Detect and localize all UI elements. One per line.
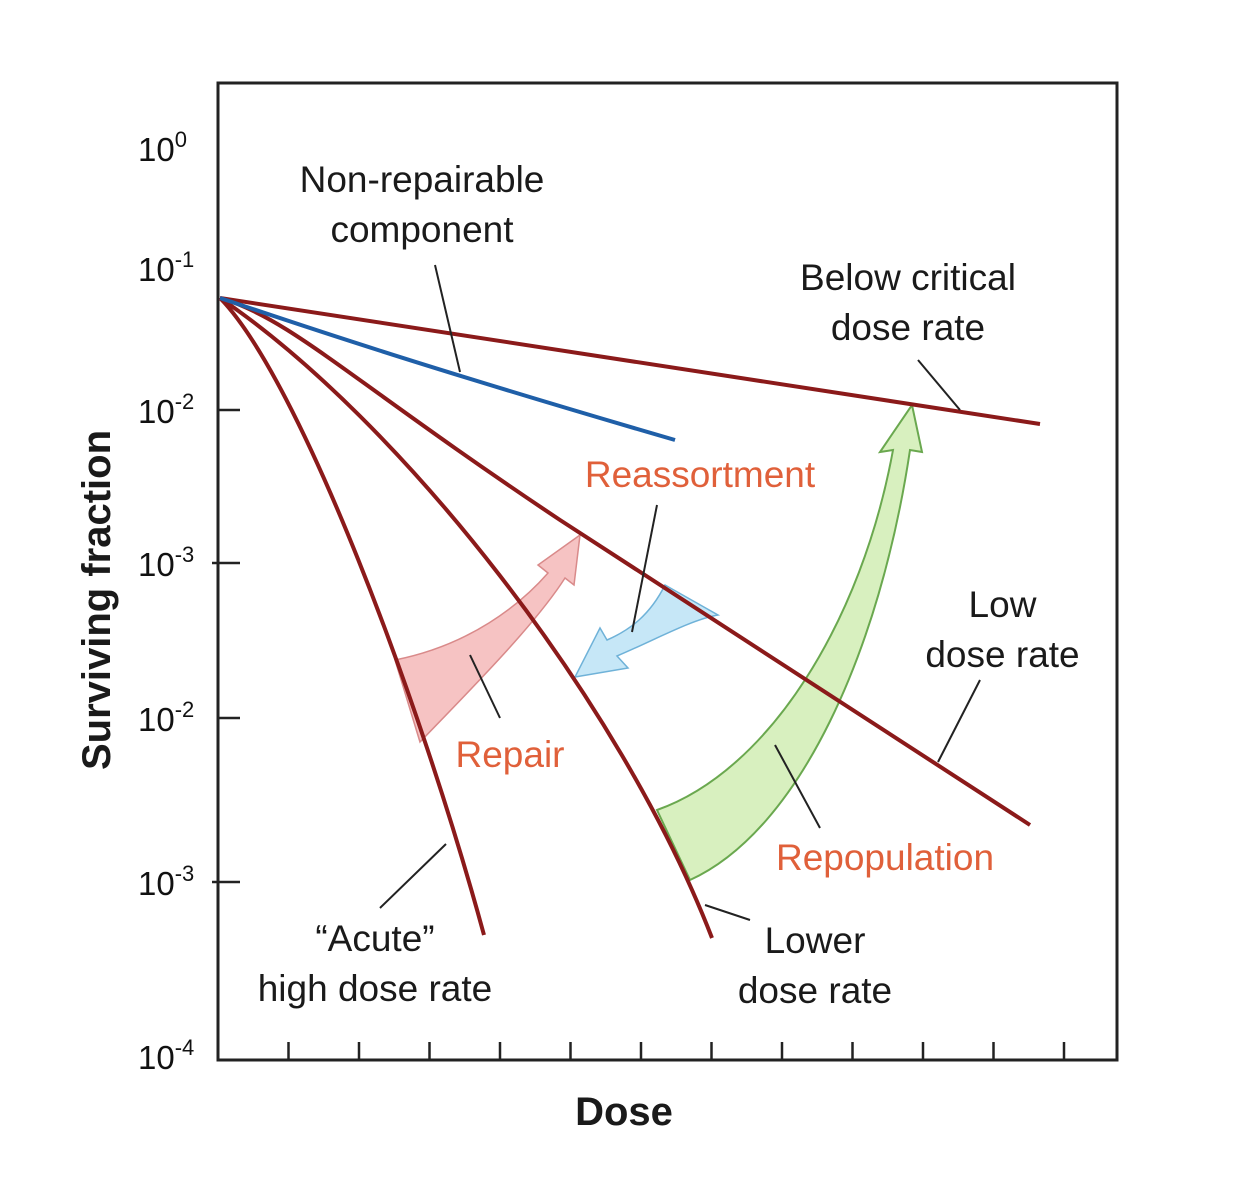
- label-reassortment: Reassortment: [584, 454, 816, 495]
- leader-line: [917, 359, 961, 411]
- y-tick-label: 10-4: [138, 1035, 195, 1077]
- label-line: Low: [968, 584, 1037, 625]
- label-low-dose-rate: Low dose rate: [885, 580, 1120, 680]
- leader-line: [937, 679, 981, 763]
- leader-line: [704, 904, 751, 921]
- x-axis-label: Dose: [575, 1090, 673, 1134]
- label-non-repairable: Non-repairable component: [262, 155, 582, 255]
- label-line: Below critical: [800, 257, 1016, 298]
- leader-line: [379, 843, 447, 909]
- leader-line: [434, 264, 461, 373]
- y-tick-label: 10-3: [138, 542, 195, 584]
- label-lower-dose-rate: Lower dose rate: [690, 916, 940, 1016]
- y-tick-label: 100: [138, 127, 187, 169]
- label-line: Lower: [764, 920, 866, 961]
- reassortment-arrow: [573, 583, 721, 678]
- x-ticks: [287, 1042, 1066, 1060]
- label-line: dose rate: [925, 634, 1080, 675]
- repopulation-arrow: [655, 402, 924, 882]
- label-line: component: [330, 209, 514, 250]
- curve-below-critical-dose-rate: [219, 296, 1041, 426]
- y-tick-label: 10-2: [138, 697, 195, 739]
- label-line: “Acute”: [315, 918, 435, 959]
- leader-line: [469, 654, 501, 719]
- label-acute: “Acute” high dose rate: [200, 914, 550, 1014]
- label-line: Non-repairable: [299, 159, 545, 200]
- y-tick-label: 10-1: [138, 247, 195, 289]
- label-repopulation: Repopulation: [775, 837, 995, 878]
- y-tick-label: 10-3: [138, 861, 195, 903]
- plot-frame: [216, 81, 1119, 1062]
- label-line: high dose rate: [257, 968, 493, 1009]
- y-tick-label: 10-2: [138, 389, 195, 431]
- y-ticks: [212, 408, 240, 884]
- leader-line: [774, 744, 821, 829]
- label-below-critical: Below critical dose rate: [758, 253, 1058, 353]
- repair-arrow: [394, 533, 581, 744]
- curve-acute-high-dose-rate: [218, 296, 486, 936]
- leader-line: [631, 504, 658, 633]
- leader-lines: [379, 264, 981, 921]
- label-line: dose rate: [830, 307, 986, 348]
- curve-lower-dose-rate: [218, 296, 714, 939]
- label-line: dose rate: [737, 970, 893, 1011]
- label-repair: Repair: [455, 734, 565, 775]
- y-axis-label: Surviving fraction: [75, 429, 119, 771]
- curve-non-repairable-component: [219, 296, 676, 442]
- curve-low-dose-rate: [219, 296, 1032, 827]
